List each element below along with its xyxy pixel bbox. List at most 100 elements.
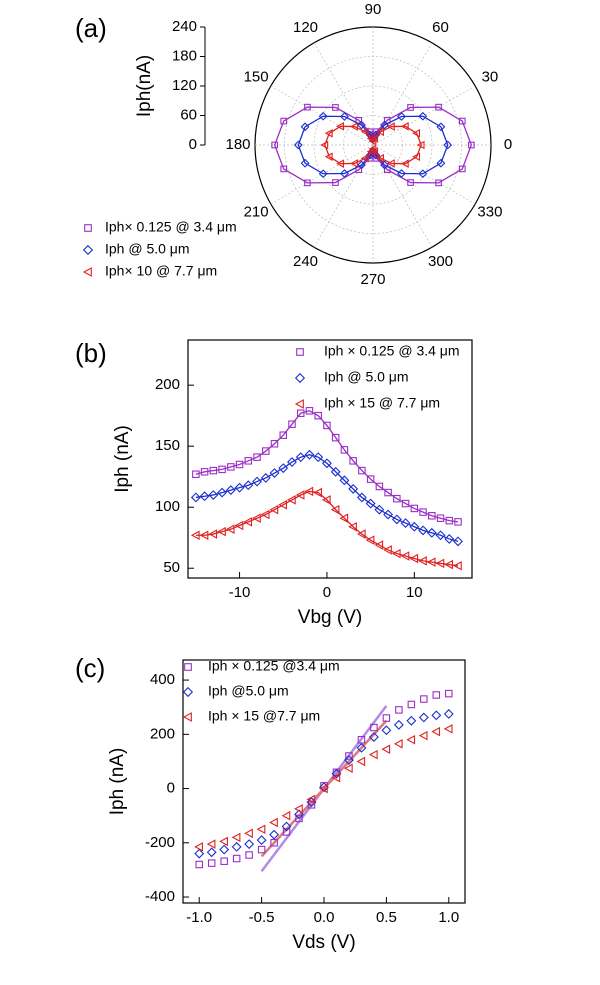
point xyxy=(418,525,429,536)
point xyxy=(287,457,297,467)
legend-marker xyxy=(294,372,306,384)
point xyxy=(418,730,428,741)
legend-label: Iph @ 5.0 μm xyxy=(324,369,409,385)
point xyxy=(368,749,378,760)
y-axis-title: Iph (nA) xyxy=(107,748,128,816)
point xyxy=(386,159,395,168)
legend-marker xyxy=(84,224,92,232)
point xyxy=(412,152,421,161)
point xyxy=(207,859,216,867)
point xyxy=(220,857,228,865)
point xyxy=(304,449,315,460)
point xyxy=(260,509,270,520)
point xyxy=(278,463,289,474)
point xyxy=(252,513,261,523)
legend-label: Iph @5.0 μm xyxy=(208,683,289,699)
point xyxy=(331,768,342,779)
point xyxy=(313,487,322,498)
point xyxy=(294,804,303,814)
point xyxy=(206,847,217,858)
point xyxy=(320,140,329,150)
plot-frame xyxy=(187,339,473,579)
point xyxy=(412,129,421,138)
point xyxy=(344,755,354,766)
point xyxy=(445,516,454,525)
point xyxy=(300,158,310,168)
point xyxy=(324,129,333,138)
theta-tick-label: 30 xyxy=(482,68,499,85)
point xyxy=(243,517,253,527)
point xyxy=(281,821,292,832)
point xyxy=(199,491,210,502)
point xyxy=(383,509,394,520)
point xyxy=(304,103,311,111)
point xyxy=(376,153,384,163)
point xyxy=(306,794,316,805)
point xyxy=(279,431,287,439)
theta-tick-label: 150 xyxy=(244,68,269,85)
point xyxy=(194,848,205,859)
theta-tick-label: 120 xyxy=(293,19,318,36)
x-tick-label: 0.0 xyxy=(314,909,335,926)
point xyxy=(199,530,209,541)
point xyxy=(295,490,305,500)
point xyxy=(217,526,226,537)
point xyxy=(318,111,328,121)
y-tick-label: -200 xyxy=(145,834,175,851)
point xyxy=(269,468,280,478)
r-tick-label: 60 xyxy=(180,106,197,123)
point xyxy=(410,504,419,513)
point xyxy=(382,714,391,722)
point xyxy=(208,490,219,500)
point xyxy=(269,817,278,828)
point xyxy=(418,556,427,566)
point xyxy=(293,140,303,150)
legend-marker xyxy=(182,712,192,722)
point xyxy=(419,508,427,516)
point xyxy=(360,153,369,163)
legend-label: Iph × 15 @ 7.7 μm xyxy=(324,395,440,411)
point xyxy=(331,433,340,442)
point xyxy=(431,726,441,737)
point xyxy=(393,719,404,730)
point xyxy=(357,120,366,130)
x-tick-label: -1.0 xyxy=(186,909,212,926)
x-tick-label: 0.5 xyxy=(376,909,397,926)
point xyxy=(332,179,339,186)
point xyxy=(365,535,375,545)
point xyxy=(295,452,306,463)
point xyxy=(282,828,291,836)
legend-label: Iph @ 5.0 μm xyxy=(105,241,190,257)
theta-tick-label: 300 xyxy=(428,253,453,270)
grid-circle xyxy=(313,85,433,205)
point xyxy=(370,147,379,156)
x-tick-label: -0.5 xyxy=(249,909,275,926)
legend-label: Iph × 15 @7.7 μm xyxy=(208,708,320,724)
point xyxy=(286,495,296,505)
fit-curve xyxy=(195,454,459,543)
point xyxy=(324,152,333,161)
r-tick-label: 0 xyxy=(189,136,197,153)
point xyxy=(331,772,341,783)
point xyxy=(350,159,358,168)
point xyxy=(420,695,428,703)
y-tick-label: 50 xyxy=(163,559,180,576)
point xyxy=(319,783,328,794)
panel-label: (c) xyxy=(75,653,105,683)
r-tick-label: 240 xyxy=(172,18,197,35)
point xyxy=(395,706,403,714)
point xyxy=(366,475,375,483)
point xyxy=(453,561,462,571)
point xyxy=(314,411,322,420)
theta-tick-label: 0 xyxy=(504,136,512,153)
point xyxy=(253,453,261,461)
point xyxy=(376,127,384,137)
point xyxy=(244,828,253,839)
point xyxy=(409,521,420,532)
x-axis-title: Vds (V) xyxy=(292,932,355,953)
legend-label: Iph × 0.125 @3.4 μm xyxy=(208,658,340,674)
point xyxy=(232,854,241,863)
point xyxy=(200,468,209,476)
point xyxy=(458,117,466,125)
point xyxy=(453,536,463,547)
